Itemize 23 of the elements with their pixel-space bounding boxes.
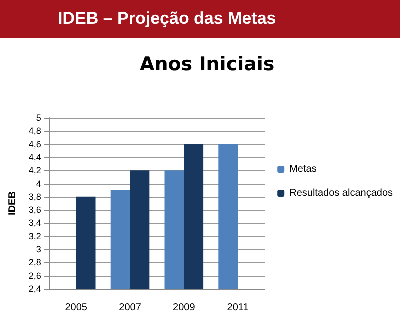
y-tick-label: 2,4 xyxy=(28,284,42,294)
x-tick-label: 2007 xyxy=(119,302,142,314)
y-tick-label: 2,8 xyxy=(28,258,42,268)
y-tick-label: 4,2 xyxy=(28,166,42,176)
y-tick-label: 5 xyxy=(36,113,42,123)
legend-label: Metas xyxy=(290,164,317,175)
y-tick-label: 3 xyxy=(36,244,42,255)
y-tick-label: 2,6 xyxy=(28,270,42,281)
y-tick-label: 3,6 xyxy=(28,205,42,216)
y-tick-label: 4,6 xyxy=(28,139,42,150)
x-tick-label: 2005 xyxy=(65,302,88,314)
x-tick-label: 2011 xyxy=(227,302,250,314)
y-tick-label: 4,4 xyxy=(28,152,42,162)
y-tick-label: 3,8 xyxy=(28,192,42,202)
y-tick-label: 3,2 xyxy=(28,231,42,242)
chart-title: IDEB – Projeção das Metas xyxy=(0,0,400,38)
x-tick-label: 2009 xyxy=(173,302,196,314)
y-tick-label: 4 xyxy=(36,178,42,189)
y-tick-label: 4,8 xyxy=(28,126,42,136)
y-axis-title: IDEB xyxy=(8,192,18,216)
legend-label: Resultados alcançados xyxy=(290,188,394,199)
y-tick-label: 3,4 xyxy=(28,218,42,228)
chart-subtitle: Anos Iniciais xyxy=(140,54,275,76)
